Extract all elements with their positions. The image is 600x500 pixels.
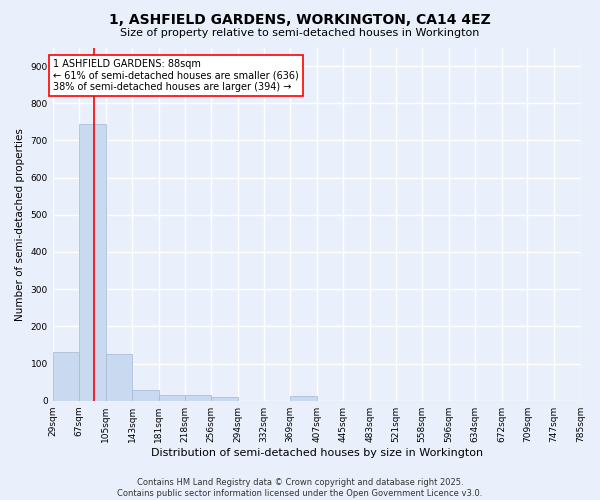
Bar	[185, 395, 211, 400]
Bar	[79, 124, 106, 400]
Text: 1, ASHFIELD GARDENS, WORKINGTON, CA14 4EZ: 1, ASHFIELD GARDENS, WORKINGTON, CA14 4E…	[109, 12, 491, 26]
Bar	[159, 395, 185, 400]
Y-axis label: Number of semi-detached properties: Number of semi-detached properties	[15, 128, 25, 320]
Text: Size of property relative to semi-detached houses in Workington: Size of property relative to semi-detach…	[121, 28, 479, 38]
X-axis label: Distribution of semi-detached houses by size in Workington: Distribution of semi-detached houses by …	[151, 448, 482, 458]
Bar	[106, 354, 132, 401]
Bar	[53, 352, 79, 401]
Text: Contains HM Land Registry data © Crown copyright and database right 2025.
Contai: Contains HM Land Registry data © Crown c…	[118, 478, 482, 498]
Bar	[211, 397, 238, 400]
Bar	[290, 396, 317, 400]
Text: 1 ASHFIELD GARDENS: 88sqm
← 61% of semi-detached houses are smaller (636)
38% of: 1 ASHFIELD GARDENS: 88sqm ← 61% of semi-…	[53, 58, 299, 92]
Bar	[132, 390, 159, 400]
